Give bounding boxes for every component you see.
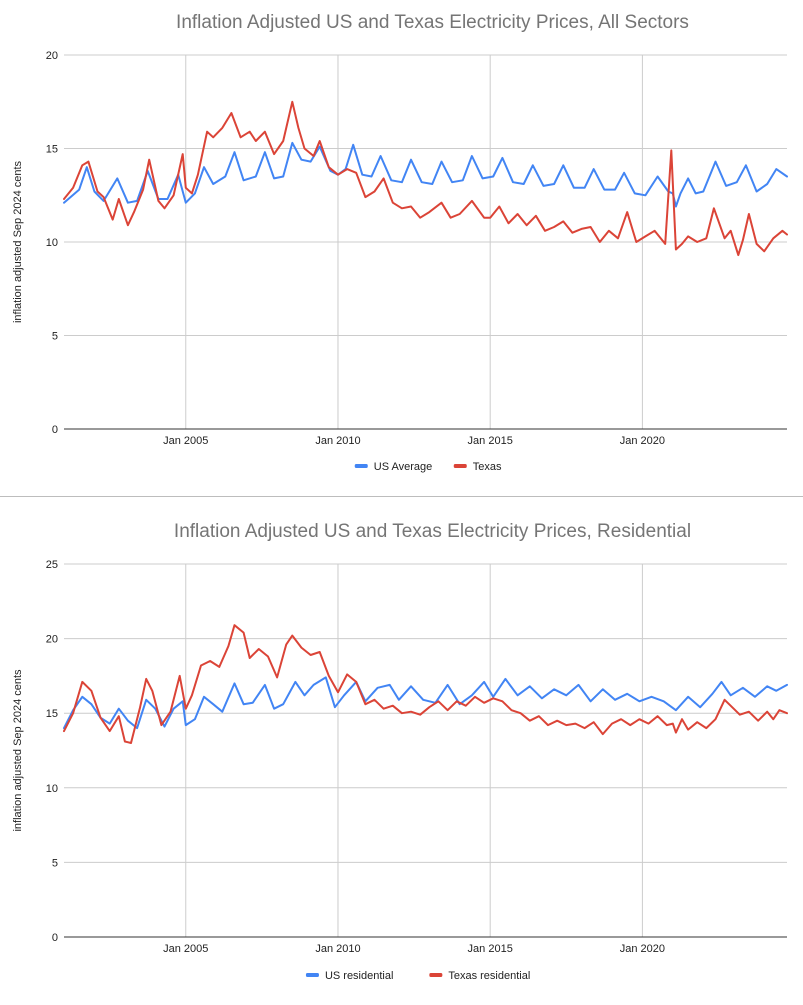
- y-tick-label: 25: [46, 559, 58, 571]
- legend-item: US residential: [305, 970, 393, 982]
- y-tick-label: 20: [46, 50, 58, 62]
- y-tick-label: 10: [46, 237, 58, 249]
- legend: US residential Texas residential: [305, 970, 530, 982]
- legend-label: US Average: [374, 461, 433, 473]
- legend-item: Texas: [453, 461, 502, 473]
- x-tick-label: Jan 2005: [163, 435, 208, 447]
- legend-swatch: [453, 464, 467, 468]
- y-tick-label: 0: [52, 424, 58, 436]
- y-tick-label: 15: [46, 708, 58, 720]
- x-tick-label: Jan 2015: [468, 943, 513, 955]
- x-tick-label: Jan 2010: [315, 943, 360, 955]
- series-line-texas: [63, 100, 788, 257]
- legend-swatch: [354, 464, 368, 468]
- y-tick-label: 0: [52, 932, 58, 944]
- chart-title: Inflation Adjusted US and Texas Electric…: [174, 521, 691, 542]
- legend-item: US Average: [354, 461, 433, 473]
- y-tick-label: 10: [46, 783, 58, 795]
- y-tick-label: 5: [52, 857, 58, 869]
- legend: US Average Texas: [354, 461, 502, 473]
- legend-label: US residential: [325, 970, 393, 982]
- y-tick-label: 5: [52, 331, 58, 343]
- y-axis-label: inflation adjusted Sep 2024 cents: [12, 160, 24, 323]
- legend-swatch: [305, 973, 319, 977]
- legend-swatch: [429, 973, 443, 977]
- x-tick-label: Jan 2015: [468, 435, 513, 447]
- y-tick-label: 20: [46, 634, 58, 646]
- x-tick-label: Jan 2005: [163, 943, 208, 955]
- legend-item: Texas residential: [429, 970, 530, 982]
- x-tick-label: Jan 2020: [620, 435, 665, 447]
- series-line-us-residential: [63, 676, 788, 730]
- series-line-texas-residential: [63, 624, 788, 744]
- chart-title: Inflation Adjusted US and Texas Electric…: [176, 12, 689, 33]
- x-tick-label: Jan 2010: [315, 435, 360, 447]
- y-tick-label: 15: [46, 144, 58, 156]
- chart-2: Inflation Adjusted US and Texas Electric…: [12, 521, 788, 982]
- x-tick-label: Jan 2020: [620, 943, 665, 955]
- legend-label: Texas: [473, 461, 502, 473]
- chart-1: Inflation Adjusted US and Texas Electric…: [12, 12, 788, 473]
- legend-label: Texas residential: [448, 970, 530, 982]
- y-axis-label: inflation adjusted Sep 2024 cents: [12, 669, 24, 832]
